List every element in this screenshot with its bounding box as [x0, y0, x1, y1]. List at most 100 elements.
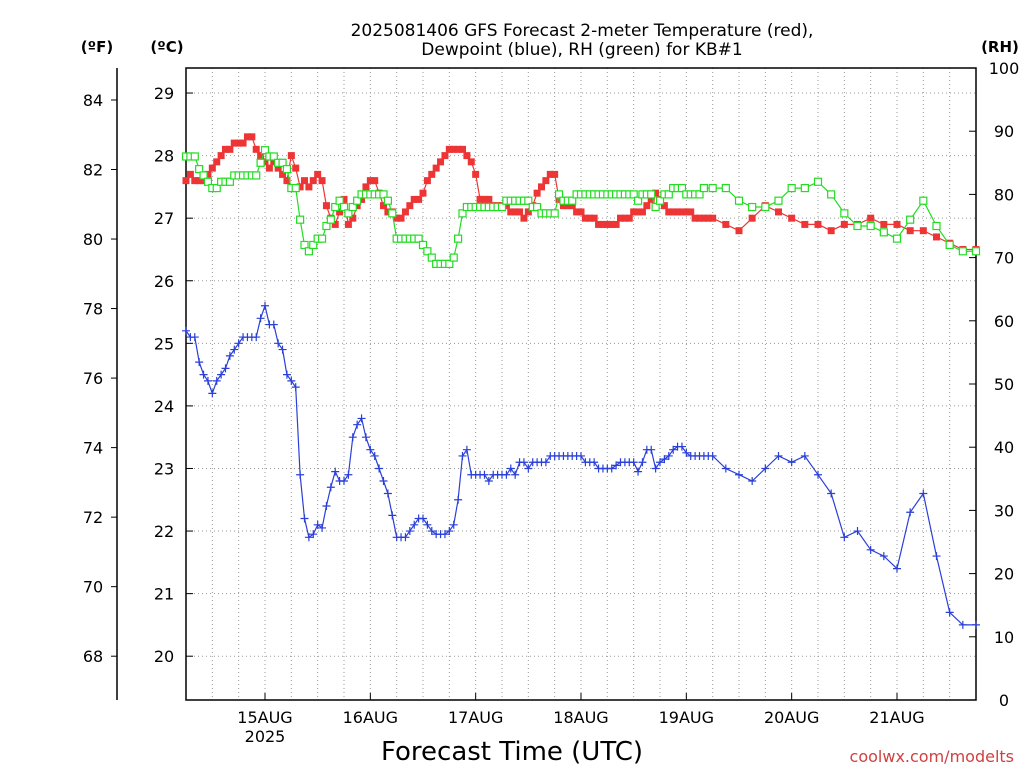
- temperature-point: [546, 170, 554, 178]
- temperature-point: [502, 202, 510, 210]
- temperature-point: [366, 177, 374, 185]
- celsius-tick-label: 24: [154, 397, 174, 416]
- dewpoint-point: [449, 520, 458, 529]
- temperature-point: [511, 208, 519, 216]
- rh-point: [840, 209, 849, 218]
- dewpoint-point: [519, 458, 528, 467]
- temperature-point: [893, 220, 901, 228]
- rh-point: [256, 158, 265, 167]
- dewpoint-point: [190, 333, 199, 342]
- dewpoint-point: [261, 301, 269, 310]
- dewpoint-point: [932, 552, 941, 561]
- rh-point: [853, 221, 862, 231]
- temperature-point: [384, 208, 392, 216]
- dewpoint-point: [322, 502, 331, 511]
- rh-point: [695, 190, 704, 199]
- dewpoint-point: [814, 470, 822, 479]
- temperature-point: [208, 164, 216, 172]
- x-axis-label: Forecast Time (UTC): [381, 737, 643, 767]
- temperature-point: [222, 145, 229, 153]
- rh-unit-label: (RH): [981, 38, 1019, 56]
- dewpoint-point: [230, 345, 239, 354]
- dewpoint-point: [879, 552, 888, 561]
- dewpoint-point: [419, 514, 427, 523]
- rh-point: [348, 202, 357, 212]
- dewpoint-point: [274, 339, 283, 348]
- temperature-point: [371, 177, 379, 185]
- temperature-point: [568, 202, 576, 210]
- temperature-point: [213, 158, 221, 166]
- temperature-point: [564, 202, 572, 210]
- temperature-point: [305, 183, 313, 191]
- temperature-point: [608, 220, 616, 228]
- rh-point: [932, 221, 941, 231]
- temperature-point: [467, 158, 475, 166]
- rh-point: [734, 196, 744, 205]
- dewpoint-point: [774, 451, 783, 460]
- rh-point: [554, 190, 564, 199]
- dewpoint-point: [787, 458, 796, 467]
- fahrenheit-tick-label: 80: [83, 230, 103, 249]
- x-tick-label: 21AUG: [869, 708, 924, 727]
- dewpoint-point: [484, 476, 493, 485]
- dewpoint-point: [423, 520, 432, 529]
- dewpoint-point: [748, 476, 757, 485]
- rh-point: [633, 196, 643, 205]
- rh-point: [418, 240, 428, 250]
- fahrenheit-tick-label: 70: [83, 578, 103, 597]
- dewpoint-point: [331, 467, 340, 476]
- temperature-point: [296, 183, 304, 191]
- rh-point: [423, 247, 432, 256]
- rh-point: [533, 202, 542, 212]
- dewpoint-point: [866, 545, 875, 554]
- grid-lines: [186, 68, 976, 700]
- rh-point: [813, 177, 823, 186]
- rh-point: [550, 209, 559, 218]
- rh-point: [748, 202, 757, 212]
- temperature-point: [265, 164, 273, 172]
- temperature-point: [472, 170, 480, 178]
- x-tick-label: 17AUG: [448, 708, 503, 727]
- chart-subtitle: Dewpoint (blue), RH (green) for KB#1: [421, 40, 742, 60]
- dewpoint-point: [972, 620, 980, 629]
- celsius-tick-label: 23: [154, 459, 174, 478]
- rh-point: [269, 152, 278, 161]
- dewpoint-point: [361, 433, 370, 442]
- temperature-point: [577, 208, 585, 216]
- celsius-tick-label: 27: [154, 209, 174, 228]
- temperature-point: [309, 177, 317, 185]
- rh-point: [655, 196, 665, 205]
- temperature-point: [516, 208, 524, 216]
- rh-point: [892, 234, 902, 243]
- rh-point: [300, 240, 309, 250]
- temperature-point: [437, 158, 445, 166]
- temperature-point: [410, 195, 418, 203]
- temperature-point: [590, 214, 598, 222]
- fahrenheit-tick-label: 84: [83, 91, 103, 110]
- temperature-point: [204, 170, 212, 178]
- temperature-point: [243, 133, 251, 141]
- dewpoint-point: [401, 533, 410, 542]
- rh-tick-label: 50: [994, 375, 1014, 394]
- temperature-point: [581, 214, 589, 222]
- dewpoint-point: [511, 470, 520, 479]
- rh-point: [388, 209, 397, 218]
- temperature-point: [665, 208, 673, 216]
- temperature-point: [200, 177, 208, 185]
- dewpoint-point: [577, 451, 585, 460]
- rh-point: [212, 183, 221, 193]
- temperature-point: [322, 202, 330, 210]
- temperature-point: [248, 133, 256, 141]
- dewpoint-point: [906, 508, 915, 517]
- rh-point: [449, 253, 458, 262]
- rh-point: [379, 190, 388, 199]
- dewpoint-point: [651, 464, 660, 473]
- dewpoint-point: [278, 345, 287, 354]
- temperature-point: [454, 145, 462, 153]
- rh-point: [945, 240, 954, 250]
- dewpoint-point: [669, 445, 678, 454]
- dewpoint-point: [269, 320, 278, 329]
- dewpoint-point: [634, 467, 643, 476]
- temperature-point: [775, 208, 782, 216]
- dewpoint-point: [800, 451, 809, 460]
